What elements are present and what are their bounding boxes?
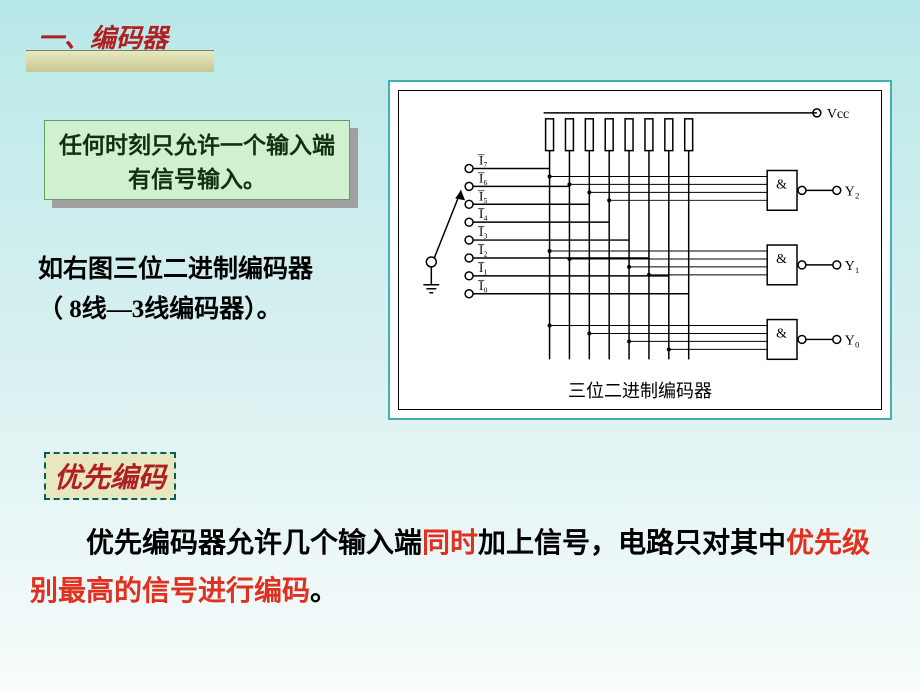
svg-text:I̅₄: I̅₄ — [477, 206, 488, 221]
priority-title-box: 优先编码 — [44, 452, 176, 500]
circuit-diagram: Vcc — [388, 80, 892, 420]
resistors — [546, 119, 693, 151]
diagram-inner: Vcc — [398, 90, 882, 410]
gate-y2: & Y₂ — [548, 171, 860, 211]
svg-text:I̅₂: I̅₂ — [477, 242, 488, 257]
svg-text:I̅₃: I̅₃ — [477, 224, 488, 239]
description-line2: （ 8线—3线编码器）。 — [38, 290, 368, 330]
section-title: 一、编码器 — [26, 18, 168, 55]
gate-y1: & Y₁ — [548, 245, 860, 285]
svg-text:I̅₁: I̅₁ — [477, 260, 488, 275]
section-header: 一、编码器 — [26, 18, 168, 55]
svg-text:I̅₅: I̅₅ — [477, 188, 488, 203]
svg-text:I̅₀: I̅₀ — [477, 278, 488, 293]
priority-text-suffix: 。 — [310, 576, 338, 607]
priority-title: 优先编码 — [54, 463, 166, 494]
svg-text:&: & — [776, 326, 787, 341]
priority-text-prefix: 优先编码器允许几个输入端 — [86, 528, 422, 559]
svg-text:I̅₇: I̅₇ — [477, 153, 488, 168]
description-text: 如右图三位二进制编码器 （ 8线—3线编码器）。 — [38, 250, 368, 330]
priority-paragraph: 优先编码器允许几个输入端同时加上信号，电路只对其中优先级别最高的信号进行编码。 — [30, 520, 890, 615]
priority-text-red1: 同时 — [422, 528, 478, 559]
constraint-box: 任何时刻只允许一个输入端有信号输入。 — [44, 120, 350, 200]
svg-text:Y₀: Y₀ — [845, 333, 860, 348]
diagram-caption: 三位二进制编码器 — [399, 377, 881, 403]
svg-text:&: & — [776, 177, 787, 192]
gate-y0: & Y₀ — [548, 320, 860, 360]
description-line1: 如右图三位二进制编码器 — [38, 250, 368, 290]
constraint-text: 任何时刻只允许一个输入端有信号输入。 — [53, 126, 341, 194]
svg-text:Y₁: Y₁ — [845, 259, 860, 274]
vcc-label: Vcc — [827, 107, 849, 122]
priority-text-mid: 加上信号，电路只对其中 — [478, 528, 786, 559]
svg-text:Y₂: Y₂ — [845, 184, 860, 199]
svg-text:I̅₆: I̅₆ — [477, 170, 488, 185]
svg-text:&: & — [776, 252, 787, 267]
circuit-svg: Vcc — [399, 91, 881, 409]
input-terminals: I̅₇ I̅₆ I̅₅ I̅₄ I̅₃ I̅₂ I̅₁ — [465, 153, 689, 298]
